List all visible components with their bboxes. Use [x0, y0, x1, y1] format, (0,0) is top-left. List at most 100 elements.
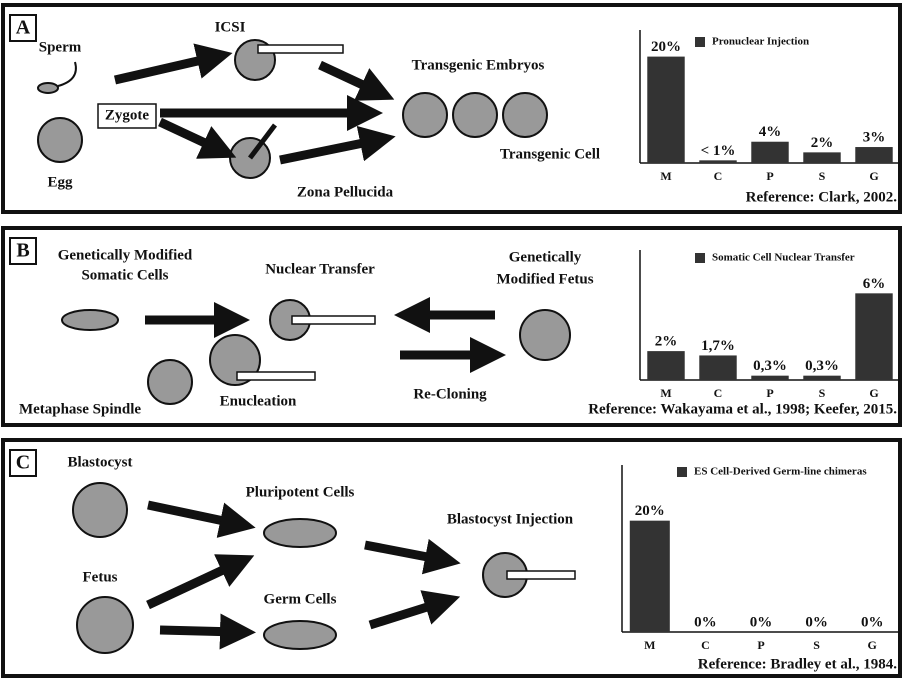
panel-letter: C: [16, 452, 30, 474]
diagram-label: Re-Cloning: [413, 386, 487, 402]
blastocyst: [72, 482, 128, 538]
panel-border: [1, 226, 902, 427]
x-tick-label: P: [766, 169, 773, 183]
embryo: [452, 92, 498, 138]
dish: [263, 620, 337, 650]
diagram-label: Transgenic Cell: [500, 146, 600, 162]
x-tick-label: C: [714, 386, 723, 400]
legend-label: ES Cell-Derived Germ-line chimeras: [694, 466, 867, 478]
bar: [699, 160, 737, 163]
bar: [647, 351, 685, 380]
diagram-label: Blastocyst: [68, 454, 133, 470]
bar: [751, 375, 789, 380]
diagram-label: Sperm: [39, 39, 82, 55]
pipette: [236, 371, 316, 381]
reference: Reference: Clark, 2002.: [746, 189, 898, 205]
x-tick-label: S: [819, 386, 826, 400]
arrow: [159, 613, 256, 650]
arrow: [364, 538, 461, 575]
arrow: [158, 117, 237, 159]
zygote-box: [97, 103, 157, 129]
value-label: < 1%: [701, 143, 736, 159]
legend-label: Pronuclear Injection: [712, 36, 809, 48]
dish: [263, 518, 337, 548]
fetus: [76, 596, 134, 654]
arrow: [146, 554, 255, 610]
x-tick-label: G: [868, 638, 877, 652]
diagram-label: Genetically: [509, 249, 582, 265]
fetus: [519, 309, 571, 361]
pipette: [291, 315, 376, 325]
value-label: 0%: [694, 614, 717, 630]
legend-swatch: [695, 253, 705, 263]
arrow: [113, 43, 233, 85]
bar: [751, 141, 789, 163]
diagram-label: Genetically Modified: [58, 247, 193, 263]
diagram-label: Pluripotent Cells: [246, 484, 355, 500]
diagram-label: Zygote: [105, 107, 150, 123]
diagram-label: Nuclear Transfer: [265, 261, 375, 277]
diagram-label: Blastocyst Injection: [447, 511, 574, 527]
x-tick-label: M: [660, 169, 671, 183]
x-tick-label: P: [757, 638, 764, 652]
spindle-cell: [147, 359, 193, 405]
x-tick-label: M: [660, 386, 671, 400]
bar: [699, 355, 737, 380]
diagram-a: [37, 39, 548, 179]
bar: [803, 375, 841, 380]
value-label: 0%: [805, 614, 828, 630]
sperm: [37, 82, 59, 94]
needle: [248, 123, 277, 160]
x-tick-label: S: [819, 169, 826, 183]
panel-border: [1, 438, 902, 678]
embryo: [502, 92, 548, 138]
diagram-label: Germ Cells: [264, 591, 337, 607]
value-label: 0,3%: [805, 358, 839, 374]
diagram-label: Somatic Cells: [81, 267, 168, 283]
value-label: 1,7%: [701, 338, 735, 354]
dish: [61, 309, 119, 331]
diagram-c: [72, 482, 576, 654]
value-label: 3%: [863, 129, 886, 145]
panel-frames: [1, 3, 902, 678]
x-tick-label: G: [869, 386, 878, 400]
value-label: 20%: [651, 39, 681, 55]
letter-box: [9, 449, 37, 477]
panel-letter: A: [16, 17, 31, 39]
bar: [855, 147, 893, 163]
diagram-label: Enucleation: [220, 393, 297, 409]
x-tick-label: P: [766, 386, 773, 400]
bar: [647, 56, 685, 163]
bar: [803, 152, 841, 163]
bar: [855, 293, 893, 380]
value-label: 0,3%: [753, 358, 787, 374]
value-label: 2%: [655, 334, 678, 350]
x-tick-label: M: [644, 638, 655, 652]
diagram-label: Metaphase Spindle: [19, 401, 141, 417]
letter-box: [9, 14, 37, 42]
arrow: [279, 125, 396, 165]
value-label: 0%: [750, 614, 773, 630]
x-tick-label: S: [813, 638, 820, 652]
egg: [37, 117, 83, 163]
value-label: 6%: [863, 276, 886, 292]
diagram-label: Fetus: [83, 569, 118, 585]
sperm-tail: [57, 61, 77, 87]
letter-box: [9, 237, 37, 265]
pipette: [257, 44, 344, 54]
legend-swatch: [695, 37, 705, 47]
value-label: 0%: [861, 614, 884, 630]
panel-border: [1, 3, 902, 214]
value-label: 20%: [635, 503, 665, 519]
diagram-b: [61, 297, 571, 405]
arrow: [368, 590, 461, 630]
reference: Reference: Bradley et al., 1984.: [698, 656, 897, 672]
diagram-label: Zona Pellucida: [297, 184, 394, 200]
diagram-label: Transgenic Embryos: [412, 57, 545, 73]
arrow: [318, 60, 395, 101]
legend-swatch: [677, 467, 687, 477]
value-label: 4%: [759, 124, 782, 140]
reference: Reference: Wakayama et al., 1998; Keefer…: [588, 401, 897, 417]
diagram-label: Modified Fetus: [496, 271, 593, 287]
